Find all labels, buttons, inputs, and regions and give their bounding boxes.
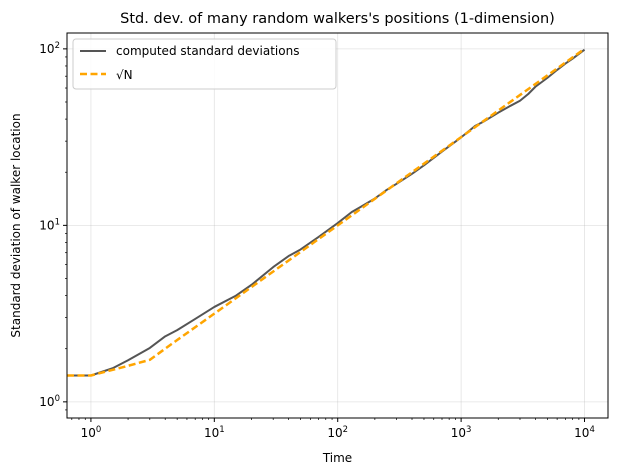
chart-title: Std. dev. of many random walkers's posit… bbox=[120, 11, 555, 27]
y-axis-label: Standard deviation of walker location bbox=[9, 113, 23, 337]
x-tick-exponent: 2 bbox=[343, 425, 348, 435]
x-tick-label: 101 bbox=[204, 425, 225, 440]
x-tick-exponent: 0 bbox=[96, 425, 101, 435]
y-tick-exponent: 0 bbox=[55, 394, 60, 404]
y-tick-label: 100 bbox=[39, 394, 60, 409]
y-tick-label: 102 bbox=[39, 41, 60, 56]
x-tick-base: 10 bbox=[81, 426, 96, 440]
y-tick-base: 10 bbox=[39, 218, 54, 232]
x-tick-exponent: 3 bbox=[466, 425, 471, 435]
y-tick-base: 10 bbox=[39, 42, 54, 56]
series-layer bbox=[67, 47, 586, 377]
x-axis-label: Time bbox=[322, 451, 352, 465]
x-tick-label: 102 bbox=[327, 425, 348, 440]
x-tick-label: 103 bbox=[451, 425, 472, 440]
x-tick-base: 10 bbox=[574, 426, 589, 440]
legend-label-computed: computed standard deviations bbox=[116, 44, 299, 58]
y-tick-exponent: 2 bbox=[55, 41, 60, 51]
y-tick-exponent: 1 bbox=[55, 217, 60, 227]
x-tick-exponent: 4 bbox=[589, 425, 594, 435]
series-line-sqrt-n bbox=[67, 47, 586, 377]
y-tick-label: 101 bbox=[39, 217, 60, 232]
x-tick-base: 10 bbox=[451, 426, 466, 440]
x-tick-label: 100 bbox=[81, 425, 102, 440]
legend: computed standard deviations √N bbox=[72, 38, 337, 90]
x-tick-exponent: 1 bbox=[219, 425, 224, 435]
legend-label-sqrt-n: √N bbox=[116, 68, 133, 82]
legend-box bbox=[72, 38, 337, 90]
x-tick-base: 10 bbox=[204, 426, 219, 440]
y-tick-base: 10 bbox=[39, 395, 54, 409]
x-tick-label: 104 bbox=[574, 425, 595, 440]
x-tick-base: 10 bbox=[327, 426, 342, 440]
